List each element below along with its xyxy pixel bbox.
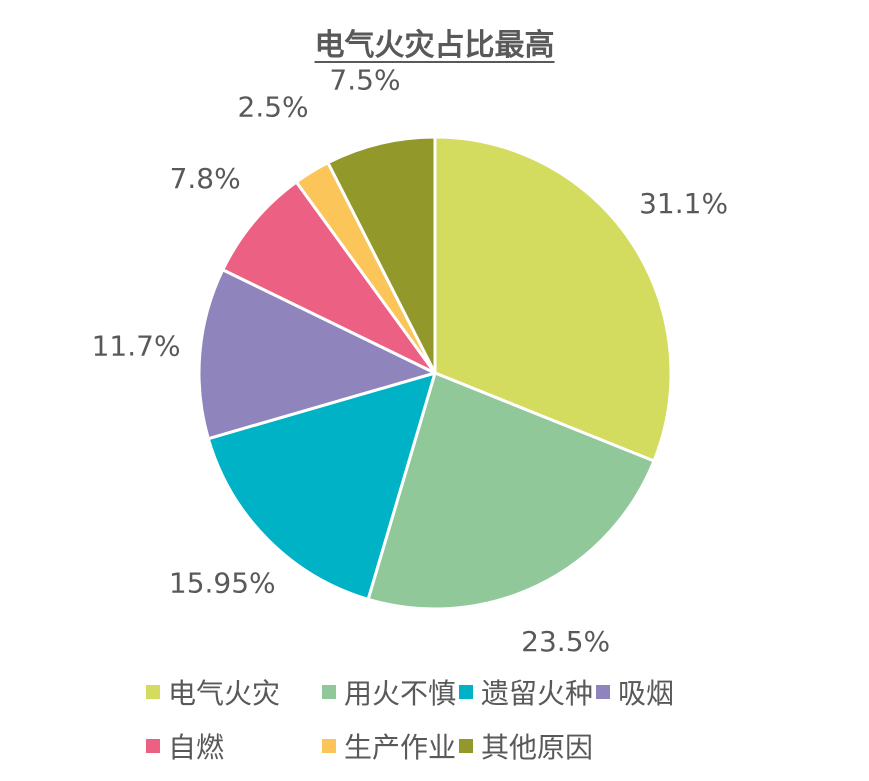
legend-swatch (459, 739, 473, 753)
chart-title-text: 电气火灾占比最高 (314, 28, 555, 63)
data-label-自燃: 7.8% (170, 162, 241, 195)
legend-swatch (459, 685, 473, 699)
chart-title: 电气火灾占比最高 (0, 20, 869, 64)
legend-label: 遗留火种 (481, 677, 594, 710)
data-label-吸烟: 11.7% (92, 329, 181, 362)
data-label-遗留火种: 15.95% (169, 567, 276, 600)
pie-slice-吸烟 (197, 268, 437, 441)
legend-swatch (146, 685, 160, 699)
legend-label: 其他原因 (481, 731, 594, 764)
data-label-用火不慎: 23.5% (521, 625, 610, 658)
legend-swatch (322, 685, 336, 699)
pie-slice-用火不慎 (366, 371, 656, 611)
legend-item-遗留火种: 遗留火种 (459, 672, 593, 712)
data-label-其他原因: 7.5% (329, 63, 400, 96)
legend-label: 用火不慎 (344, 677, 457, 710)
legend-label: 电气火灾 (168, 677, 281, 710)
legend-row-1: 电气火灾 用火不慎 遗留火种 吸烟 (0, 672, 869, 712)
legend-label: 自燃 (168, 731, 225, 764)
pie-slice-电气火灾 (433, 135, 673, 463)
legend-label: 生产作业 (344, 731, 457, 764)
legend-row-2: 自燃 生产作业 其他原因 (0, 726, 869, 766)
data-label-生产作业: 2.5% (238, 91, 309, 124)
pie-slice-其他原因 (326, 135, 437, 375)
legend-item-吸烟: 吸烟 (596, 672, 674, 712)
legend-item-生产作业: 生产作业 (322, 726, 456, 766)
legend-item-其他原因: 其他原因 (459, 726, 593, 766)
data-label-电气火灾: 31.1% (639, 187, 728, 220)
legend-swatch (596, 685, 610, 699)
legend-label: 吸烟 (618, 677, 675, 710)
legend-swatch (146, 739, 160, 753)
pie-slice-自燃 (221, 180, 437, 375)
legend-item-用火不慎: 用火不慎 (322, 672, 456, 712)
legend-swatch (322, 739, 336, 753)
pie-slice-遗留火种 (206, 371, 437, 601)
legend-item-自燃: 自燃 (146, 726, 224, 766)
legend-item-电气火灾: 电气火灾 (146, 672, 280, 712)
